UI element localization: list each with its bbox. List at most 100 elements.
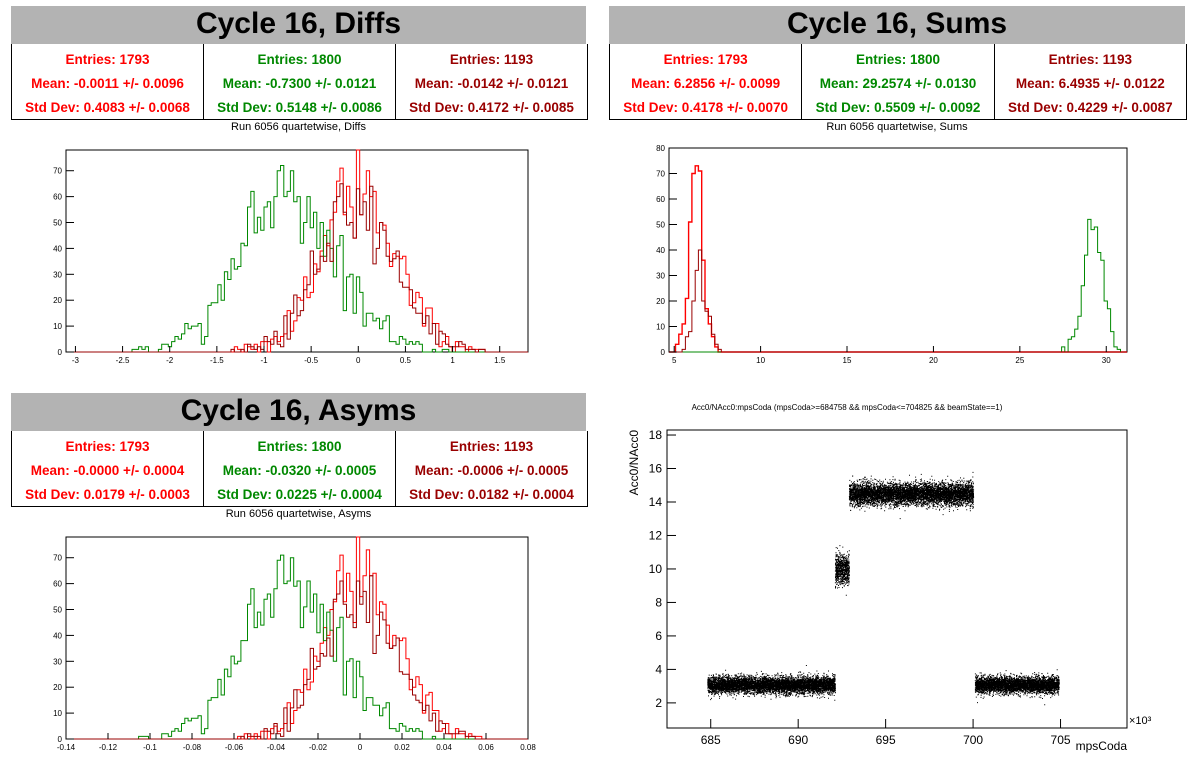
asyms-mean-darkred: Mean: -0.0006 +/- 0.0005	[414, 463, 569, 478]
scatter-marker	[707, 471, 1060, 706]
x-tick-label: -0.04	[267, 743, 286, 752]
asyms-title: Cycle 16, Asyms	[11, 393, 586, 431]
x-tick-label: 0.06	[478, 743, 494, 752]
sums-entries-green: Entries: 1800	[855, 52, 941, 67]
y-tick-label: 2	[655, 696, 662, 710]
asyms-histogram: -0.14 -0.12 -0.1 -0.08 -0.06 -0.04 -0.02 0 0.02 0…	[53, 536, 536, 752]
x-tick-label: -0.1	[143, 743, 157, 752]
sums-stat-green: Entries: 1800 Mean: 29.2574 +/- 0.0130 S…	[802, 44, 995, 119]
y-tick-label: 12	[649, 528, 663, 542]
sums-mean-green: Mean: 29.2574 +/- 0.0130	[819, 76, 977, 91]
diffs-stats-box: Entries: 1793 Mean: -0.0011 +/- 0.0096 S…	[11, 44, 588, 120]
y-tick-label: 8	[655, 595, 662, 609]
x-tick-label: 1	[450, 356, 455, 365]
x-tick-label: 5	[672, 356, 677, 365]
x-axis-label: mpsCoda	[1076, 739, 1128, 753]
y-tick-label: 40	[53, 244, 62, 253]
y-tick-label: 30	[656, 272, 665, 281]
diffs-std-darkred: Std Dev: 0.4172 +/- 0.0085	[409, 100, 574, 115]
diffs-entries-green: Entries: 1800	[257, 52, 342, 67]
y-tick-label: 20	[53, 296, 62, 305]
x-tick-label: 30	[1102, 356, 1111, 365]
x-tick-label: -0.08	[183, 743, 202, 752]
x-tick-label: 0	[358, 743, 363, 752]
y-tick-label: 80	[656, 144, 665, 153]
diffs-mean-red: Mean: -0.0011 +/- 0.0096	[31, 76, 184, 91]
y-tick-label: 6	[655, 629, 662, 643]
diffs-mean-green: Mean: -0.7300 +/- 0.0121	[222, 76, 377, 91]
x-axis-multiplier: ×10³	[1129, 715, 1152, 727]
asyms-entries-green: Entries: 1800	[257, 439, 342, 454]
x-tick-label: -2	[166, 356, 174, 365]
sums-subtitle: Run 6056 quartetwise, Sums	[826, 121, 968, 133]
y-tick-label: 30	[53, 270, 62, 279]
x-tick-label: -0.02	[309, 743, 328, 752]
y-tick-label: 10	[53, 322, 62, 331]
x-tick-label: 0.5	[400, 356, 412, 365]
sums-std-green: Std Dev: 0.5509 +/- 0.0092	[815, 100, 981, 115]
diffs-title: Cycle 16, Diffs	[11, 6, 586, 44]
x-tick-label: 0.02	[394, 743, 410, 752]
plot-frame	[666, 429, 1128, 729]
y-tick-label: 70	[656, 170, 665, 179]
y-tick-label: 0	[661, 348, 666, 357]
x-tick-label: 20	[929, 356, 938, 365]
sums-histogram: 5 10 15 20 25 30 0 10 20 30 40 50 60 70 80	[656, 144, 1128, 365]
x-tick-label: -3	[72, 356, 80, 365]
y-tick-label: 50	[656, 221, 665, 230]
sums-entries-darkred: Entries: 1193	[1048, 52, 1132, 67]
diffs-histogram: -3 -2.5 -2 -1.5 -1 -0.5 0 0.5 1 1.5 0 10 20 30 40 50 60 7…	[53, 149, 529, 365]
diffs-stat-green: Entries: 1800 Mean: -0.7300 +/- 0.0121 S…	[204, 44, 396, 119]
plot-frame	[65, 536, 529, 740]
asyms-stat-darkred: Entries: 1193 Mean: -0.0006 +/- 0.0005 S…	[396, 431, 587, 506]
x-tick-label: -2.5	[116, 356, 130, 365]
sums-std-darkred: Std Dev: 0.4229 +/- 0.0087	[1007, 100, 1173, 115]
sums-std-red: Std Dev: 0.4178 +/- 0.0070	[623, 100, 789, 115]
y-tick-label: 40	[53, 631, 62, 640]
y-tick-label: 20	[53, 683, 62, 692]
x-tick-label: -0.5	[304, 356, 318, 365]
y-tick-label: 14	[649, 495, 663, 509]
asyms-std-red: Std Dev: 0.0179 +/- 0.0003	[25, 487, 190, 502]
histogram-series-red	[66, 149, 528, 353]
x-tick-label: 10	[756, 356, 765, 365]
sums-title: Cycle 16, Sums	[609, 6, 1185, 44]
plot-frame	[65, 149, 529, 353]
sums-entries-red: Entries: 1793	[663, 52, 748, 67]
x-tick-label: -0.14	[57, 743, 76, 752]
y-tick-label: 10	[649, 562, 663, 576]
x-tick-label: 700	[963, 733, 983, 747]
y-tick-label: 0	[58, 348, 63, 357]
sums-stat-darkred: Entries: 1193 Mean: 6.4935 +/- 0.0122 St…	[995, 44, 1186, 119]
diffs-entries-red: Entries: 1793	[65, 52, 150, 67]
scatter-title: Acc0/NAcc0:mpsCoda (mpsCoda>=684758 && m…	[692, 403, 1003, 412]
asyms-entries-red: Entries: 1793	[65, 439, 150, 454]
histogram-series-green	[669, 218, 1127, 353]
x-tick-label: 695	[876, 733, 896, 747]
x-tick-label: 1.5	[494, 356, 506, 365]
x-tick-label: 685	[701, 733, 721, 747]
asyms-stat-red: Entries: 1793 Mean: -0.0000 +/- 0.0004 S…	[12, 431, 204, 506]
asyms-stat-green: Entries: 1800 Mean: -0.0320 +/- 0.0005 S…	[204, 431, 396, 506]
histogram-series-red	[669, 165, 1127, 353]
y-tick-label: 50	[53, 219, 62, 228]
x-tick-label: 25	[1015, 356, 1024, 365]
y-tick-label: 70	[53, 167, 62, 176]
y-tick-label: 60	[53, 580, 62, 589]
y-tick-label: 16	[649, 462, 663, 476]
x-tick-label: 0.08	[520, 743, 536, 752]
histogram-series-darkred	[669, 249, 1127, 353]
y-tick-label: 20	[656, 297, 665, 306]
histogram-series-green	[66, 165, 528, 353]
x-tick-label: -0.06	[225, 743, 244, 752]
x-tick-label: -1.5	[210, 356, 224, 365]
y-tick-label: 60	[656, 195, 665, 204]
x-tick-label: -0.12	[99, 743, 118, 752]
y-tick-label: 10	[53, 709, 62, 718]
diffs-entries-darkred: Entries: 1193	[449, 52, 534, 67]
y-axis-label: Acc0/NAcc0	[627, 430, 641, 496]
y-tick-label: 4	[655, 662, 662, 676]
asyms-std-green: Std Dev: 0.0225 +/- 0.0004	[217, 487, 382, 502]
asyms-subtitle: Run 6056 quartetwise, Asyms	[225, 508, 372, 520]
x-tick-label: -1	[260, 356, 268, 365]
